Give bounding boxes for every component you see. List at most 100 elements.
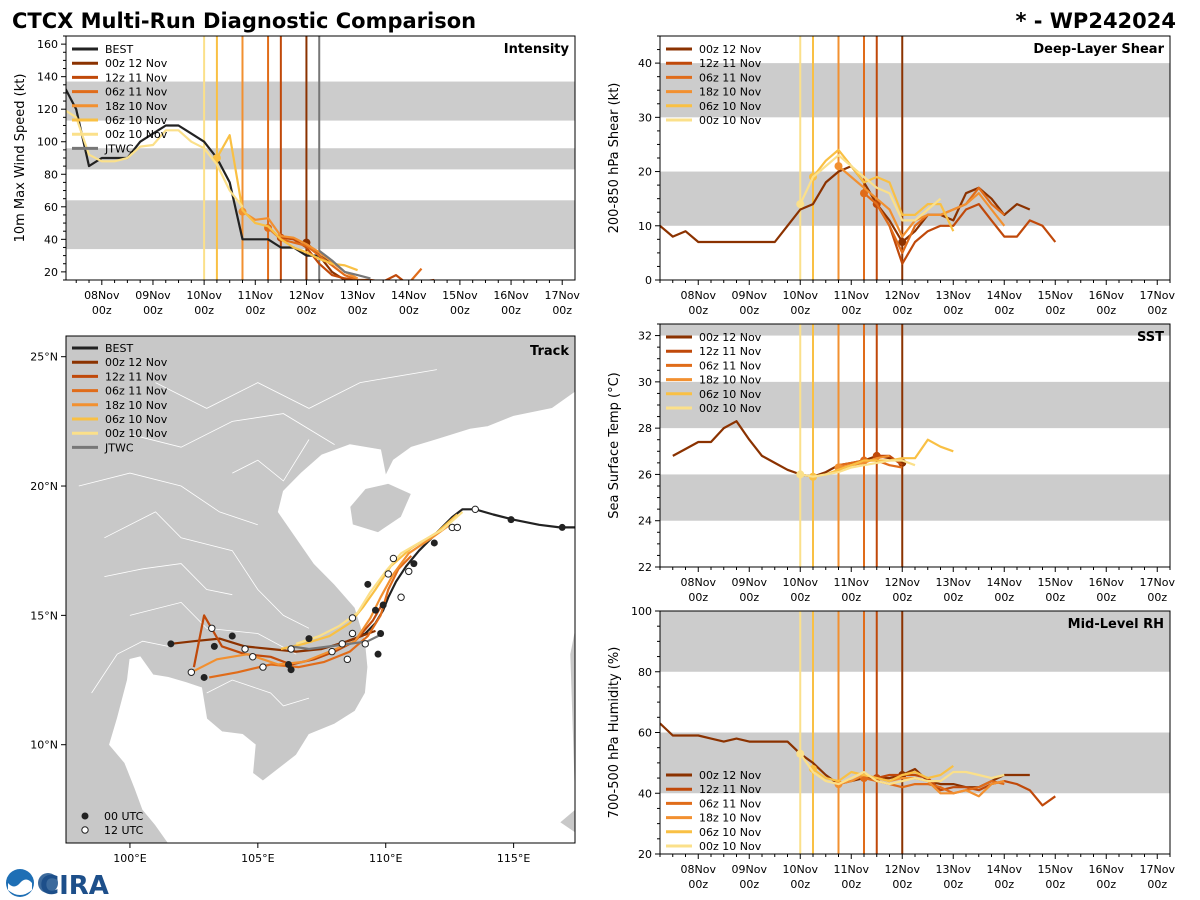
sst-legend-label-5: 00z 10 Nov (699, 402, 762, 415)
shear-band-0 (660, 171, 1170, 226)
intensity-ytick-label-3: 80 (44, 168, 58, 181)
intensity-legend-label-0: BEST (105, 43, 133, 56)
rh-ylabel: 700-500 hPa Humidity (%) (607, 647, 622, 819)
track-point-12utc-18 (187, 668, 196, 676)
track-legend-label-7: JTWC (104, 441, 134, 454)
rh-xtick-hour-8: 00z (1096, 878, 1116, 891)
storm-id: * - WP242024 (1015, 9, 1176, 33)
sst-plot-area (660, 324, 1170, 567)
sst-legend-label-3: 18z 10 Nov (699, 374, 762, 387)
rh-legend-label-4: 06z 10 Nov (699, 826, 762, 839)
track-point-12utc-10 (328, 647, 336, 656)
rh-ytick-label-3: 80 (638, 666, 652, 679)
sst-band-0 (660, 474, 1170, 521)
shear-series-line-4 (812, 148, 955, 232)
shear-xtick-hour-4: 00z (892, 304, 912, 317)
track-point-00utc-14 (210, 642, 218, 650)
track-panel: 100°E 105°E 110°E 115°E 10°N 15°N 20°N 25°N Trac… (30, 335, 576, 865)
sst-legend-label-2: 06z 11 Nov (699, 359, 762, 372)
rh-xtick-hour-3: 00z (841, 878, 861, 891)
marker-legend-label-0: 00 UTC (104, 810, 144, 823)
rh-ytick-label-1: 40 (638, 787, 652, 800)
rh-panel: 20 40 60 80 100 08Nov 00z 09Nov 00z 10Nov 00z 11Nov… (607, 605, 1175, 891)
intensity-xtick-day-1: 09Nov (135, 289, 171, 302)
track-point-00utc-1 (507, 516, 515, 524)
intensity-xtick-day-7: 15Nov (442, 289, 478, 302)
shear-legend-label-4: 06z 10 Nov (699, 100, 762, 113)
shear-ytick-label-4: 40 (638, 57, 652, 70)
track-point-00utc-8 (374, 650, 382, 658)
rh-legend-label-0: 00z 12 Nov (699, 769, 762, 782)
rh-xtick-hour-6: 00z (994, 878, 1014, 891)
sst-ytick-label-2: 26 (638, 468, 652, 481)
track-legend-label-5: 06z 10 Nov (105, 413, 168, 426)
rh-xtick-day-4: 12Nov (885, 863, 921, 876)
noaa-wave-icon (8, 879, 32, 895)
sst-panel: 22 24 26 28 30 32 08Nov 00z 09Nov 00z 10Nov 00z 11No… (607, 323, 1176, 604)
intensity-series-line-3 (267, 227, 423, 280)
intensity-ytick-label-2: 60 (44, 201, 58, 214)
intensity-legend-label-6: 00z 10 Nov (105, 128, 168, 141)
track-point-12utc-16 (259, 663, 267, 671)
admin-boundary-3 (155, 369, 437, 409)
intensity-series-line-6 (66, 109, 244, 208)
track-xtick-label-0: 100°E (113, 852, 146, 865)
marker-legend-label-1: 12 UTC (104, 824, 144, 837)
intensity-xtick-hour-3: 00z (245, 304, 265, 317)
rh-legend-label-3: 18z 10 Nov (699, 812, 762, 825)
intensity-legend-label-2: 12z 11 Nov (105, 71, 168, 84)
hainan-island (349, 482, 412, 534)
shear-xtick-day-6: 14Nov (987, 289, 1023, 302)
track-point-00utc-13 (228, 632, 236, 640)
rh-xtick-day-6: 14Nov (987, 863, 1023, 876)
intensity-xtick-day-6: 14Nov (391, 289, 427, 302)
shear-series-line-5 (799, 154, 942, 222)
shear-xtick-day-9: 17Nov (1140, 289, 1176, 302)
intensity-xtick-hour-2: 00z (194, 304, 214, 317)
track-point-12utc-17 (208, 624, 216, 633)
shear-series-line-0 (660, 165, 1031, 244)
admin-boundary-2 (129, 601, 297, 655)
track-line-6 (295, 511, 464, 645)
sst-xtick-day-8: 16Nov (1089, 576, 1125, 589)
admin-boundary-4 (78, 472, 258, 526)
track-legend-label-6: 00z 10 Nov (105, 427, 168, 440)
sst-band-1 (660, 381, 1170, 429)
sst-ytick-label-5: 32 (638, 330, 652, 343)
rh-legend-label-2: 06z 11 Nov (699, 797, 762, 810)
track-ytick-label-2: 20°N (30, 480, 58, 493)
track-xtick-label-2: 110°E (369, 852, 402, 865)
sst-xtick-day-2: 10Nov (783, 576, 819, 589)
track-panel-title: Track (530, 344, 569, 359)
track-legend-label-3: 06z 11 Nov (105, 385, 168, 398)
track-point-12utc-4 (389, 554, 398, 563)
philippines-edge (559, 532, 575, 834)
shear-xtick-day-0: 08Nov (681, 289, 717, 302)
sst-xtick-hour-7: 00z (1045, 591, 1065, 604)
marker-legend-00utc-icon (81, 812, 89, 820)
intensity-series-line-0 (66, 87, 333, 265)
sst-series-line-5 (800, 459, 916, 478)
shear-ytick-label-3: 30 (638, 111, 652, 124)
intensity-panel-title: Intensity (504, 42, 570, 57)
rh-xtick-hour-4: 00z (892, 878, 912, 891)
sst-ytick-label-1: 24 (638, 515, 652, 528)
shear-ytick-label-0: 0 (645, 274, 652, 287)
track-point-12utc-2 (453, 523, 462, 532)
sst-series-start-point-5 (796, 470, 805, 479)
shear-xtick-hour-1: 00z (739, 304, 759, 317)
sst-ytick-label-4: 30 (638, 376, 652, 389)
marker-legend-12utc-icon (81, 826, 89, 834)
sst-series-line-0 (672, 420, 903, 478)
shear-xtick-hour-5: 00z (943, 304, 963, 317)
rh-xtick-day-5: 13Nov (936, 863, 972, 876)
rh-series-line-4 (812, 765, 954, 783)
sst-xtick-day-9: 17Nov (1140, 576, 1176, 589)
track-xtick-label-1: 105°E (241, 852, 274, 865)
track-point-00utc-0 (558, 523, 566, 531)
shear-ytick-label-1: 10 (638, 220, 652, 233)
intensity-xtick-day-4: 12Nov (289, 289, 325, 302)
shear-series-start-point-3 (834, 162, 843, 171)
rh-xtick-hour-0: 00z (688, 878, 708, 891)
